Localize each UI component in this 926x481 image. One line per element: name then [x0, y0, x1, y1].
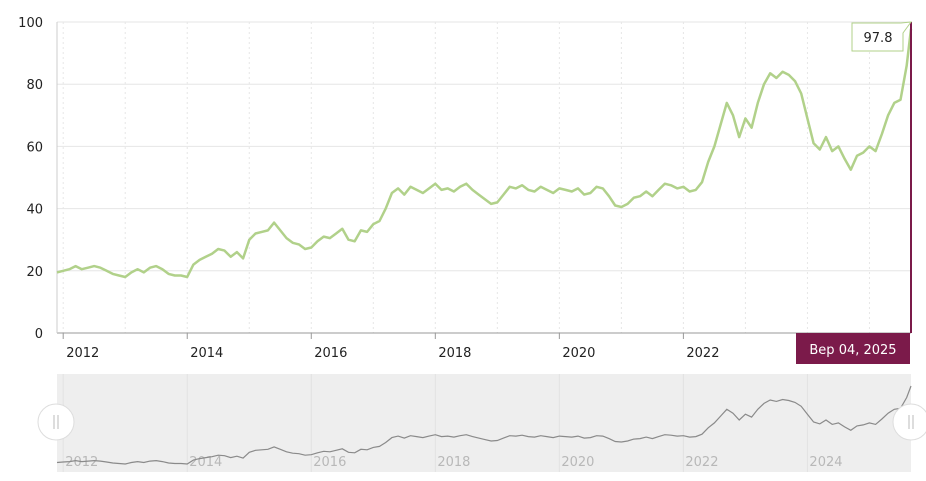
navigator-tick-label: 2018 — [437, 455, 470, 470]
navigator-right-handle[interactable] — [892, 403, 926, 441]
y-tick-label: 80 — [26, 78, 43, 93]
last-value-tooltip: 97.8 — [851, 21, 913, 52]
x-axis: 2012 2014 2016 2018 2020 2022 — [56, 22, 911, 361]
y-axis: 0 20 40 60 80 100 — [18, 16, 43, 342]
x-tick-label: 2016 — [314, 346, 347, 361]
grid — [57, 21, 911, 334]
navigator-tick-label: 2016 — [313, 455, 346, 470]
x-tick-label: 2014 — [190, 346, 223, 361]
series-line — [56, 28, 913, 279]
navigator-tick-label: 2012 — [65, 455, 98, 470]
navigator-track — [57, 374, 911, 472]
x-tick-label: 2018 — [438, 346, 471, 361]
navigator-series-line — [56, 385, 912, 465]
last-value-label: 97.8 — [864, 31, 893, 46]
navigator-tick-label: 2022 — [685, 455, 718, 470]
navigator-tick-label: 2024 — [809, 455, 842, 470]
y-tick-label: 0 — [35, 327, 43, 342]
navigator[interactable]: 2012 2014 2016 2018 2020 2022 2024 — [37, 374, 926, 472]
current-date-label: Bep 04, 2025 — [809, 343, 896, 358]
y-tick-label: 100 — [18, 16, 43, 31]
current-date-flag: Bep 04, 2025 — [796, 333, 910, 364]
navigator-tick-label: 2020 — [561, 455, 594, 470]
navigator-left-handle[interactable] — [37, 403, 75, 441]
y-tick-label: 60 — [26, 140, 43, 155]
x-tick-label: 2022 — [686, 346, 719, 361]
y-tick-label: 40 — [26, 203, 43, 218]
x-tick-label: 2020 — [562, 346, 595, 361]
y-tick-label: 20 — [26, 265, 43, 280]
x-tick-label: 2012 — [66, 346, 99, 361]
